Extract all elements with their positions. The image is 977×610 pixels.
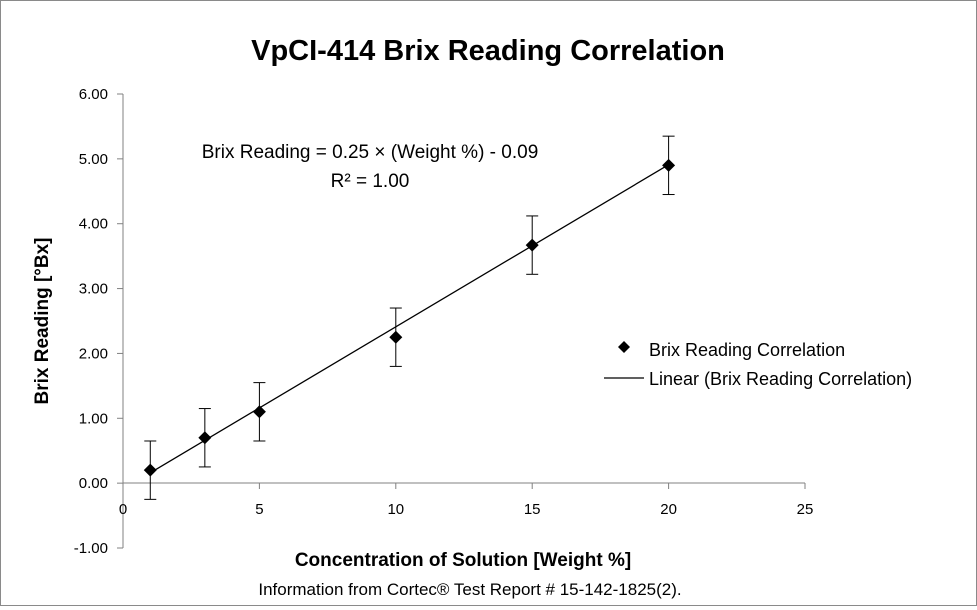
chart-title: VpCI-414 Brix Reading Correlation [251, 35, 725, 67]
legend: Brix Reading Correlation Linear (Brix Re… [604, 340, 912, 389]
y-tick-label: 4.00 [79, 216, 108, 233]
source-note: Information from Cortec® Test Report # 1… [258, 580, 681, 599]
x-tick-label: 15 [524, 501, 541, 518]
x-tick-label: 10 [387, 501, 404, 518]
r-squared-label: R² = 1.00 [331, 171, 410, 192]
data-point-diamond [662, 158, 676, 172]
y-tick-label: 3.00 [79, 281, 108, 298]
trendline-layer [149, 164, 669, 474]
linear-trendline [149, 164, 669, 474]
error-bars-layer [144, 135, 675, 500]
x-tick-label: 0 [119, 501, 127, 518]
x-tick-label: 25 [797, 501, 814, 518]
y-tick-label: 1.00 [79, 410, 108, 427]
legend-trendline-label: Linear (Brix Reading Correlation) [649, 369, 912, 389]
data-points-layer [143, 158, 676, 477]
data-point-diamond [389, 330, 403, 344]
y-tick-label: 5.00 [79, 151, 108, 168]
x-tick-label: 20 [660, 501, 677, 518]
data-point-diamond [525, 238, 539, 252]
axes-layer [122, 94, 805, 548]
y-tick-label: -1.00 [74, 540, 108, 557]
legend-series-label: Brix Reading Correlation [649, 340, 845, 360]
y-axis-title: Brix Reading [°Bx] [32, 237, 53, 404]
y-tick-label: 6.00 [79, 86, 108, 103]
trendline-equation: Brix Reading = 0.25 × (Weight %) - 0.09 [202, 142, 539, 163]
legend-marker-diamond [618, 341, 630, 353]
data-point-diamond [143, 463, 157, 477]
ticks-layer: -1.00 0.00 1.00 2.00 3.00 4.00 5.00 6.00 0 5 10 15 2… [74, 86, 814, 557]
y-tick-label: 2.00 [79, 345, 108, 362]
y-tick-label: 0.00 [79, 475, 108, 492]
data-point-diamond [198, 431, 212, 445]
x-tick-label: 5 [255, 501, 263, 518]
data-point-diamond [252, 405, 266, 419]
x-axis-title: Concentration of Solution [Weight %] [295, 550, 631, 571]
